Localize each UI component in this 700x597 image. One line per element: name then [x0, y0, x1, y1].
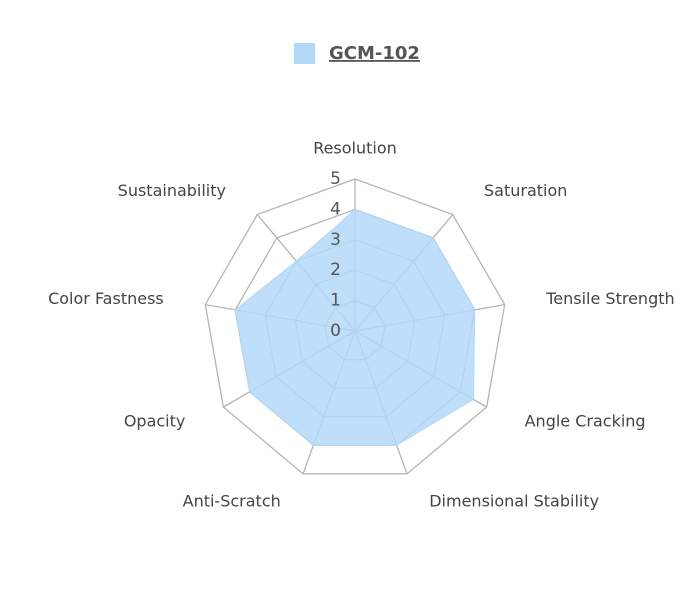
category-label: Angle Cracking: [525, 412, 646, 431]
category-label: Opacity: [124, 412, 186, 431]
category-label: Saturation: [484, 181, 567, 200]
radar-area: [234, 208, 476, 446]
r-tick-label: 2: [330, 260, 341, 280]
category-label: Sustainability: [118, 181, 226, 200]
r-tick-label: 1: [330, 291, 341, 311]
category-label: Anti-Scratch: [183, 492, 281, 511]
category-label: Dimensional Stability: [429, 492, 599, 511]
legend-label[interactable]: GCM-102: [329, 43, 420, 64]
legend-swatch[interactable]: [294, 43, 315, 64]
category-label: Resolution: [313, 139, 397, 158]
r-tick-label: 5: [330, 169, 341, 189]
grid-ring: [204, 178, 506, 475]
category-label: Color Fastness: [48, 289, 164, 308]
r-tick-label: 0: [330, 321, 341, 341]
r-tick-label: 3: [330, 230, 341, 250]
category-label: Tensile Strength: [545, 289, 674, 308]
r-tick-label: 4: [330, 199, 341, 219]
